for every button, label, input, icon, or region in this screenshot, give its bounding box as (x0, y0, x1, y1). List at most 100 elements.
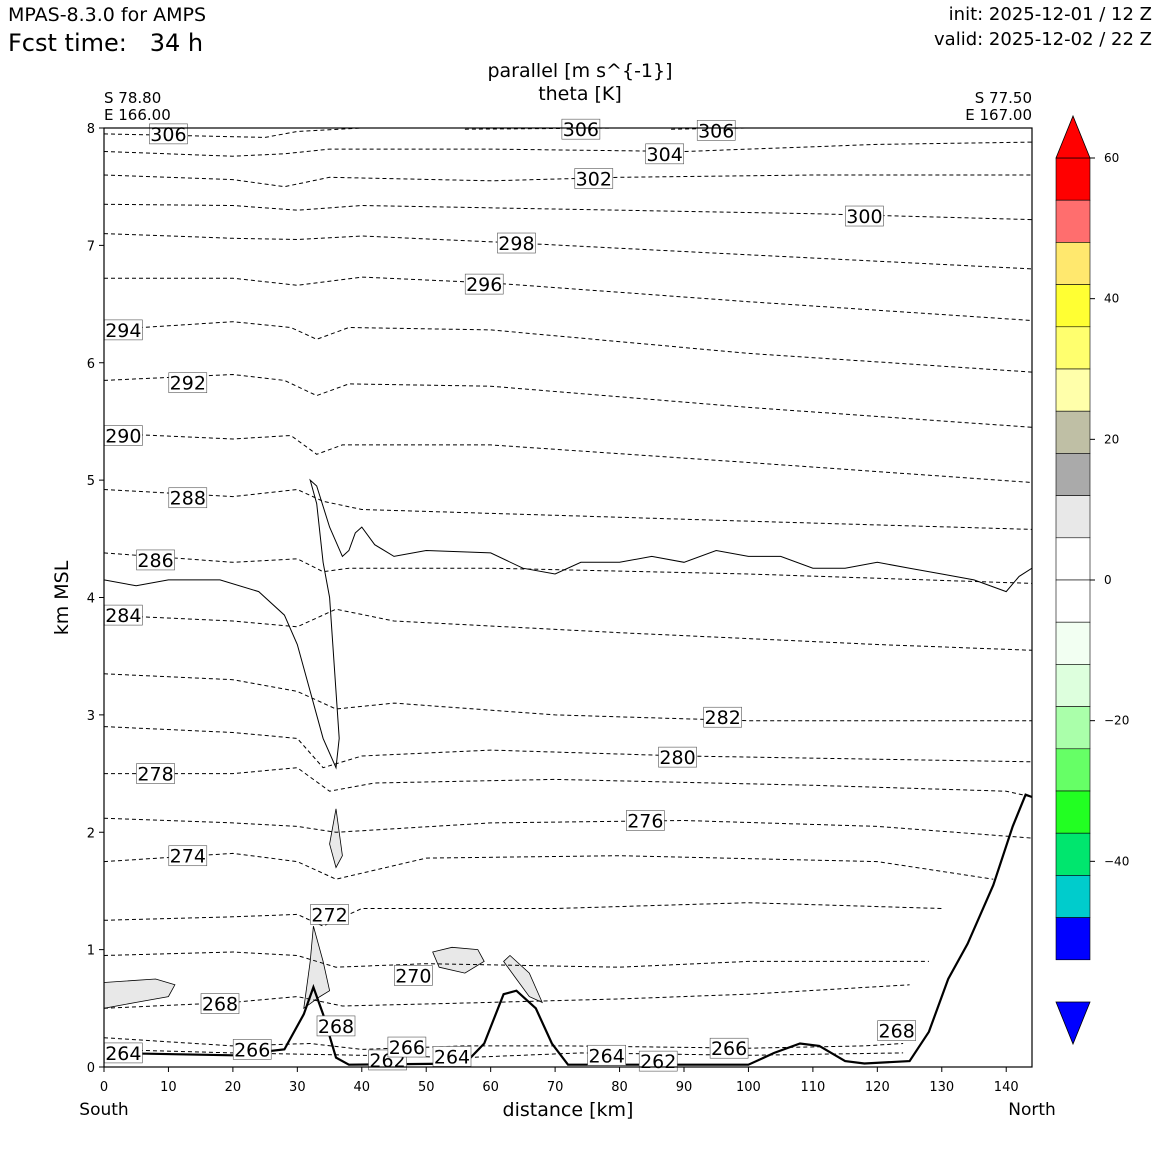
theta-label-box (561, 118, 601, 140)
theta-label-text: 264 (589, 1045, 625, 1067)
terrain-line (104, 793, 1032, 1066)
theta-label-text: 266 (234, 1039, 270, 1061)
theta-label-text: 292 (170, 373, 206, 395)
colorbar-tick-label: −20 (1104, 714, 1129, 728)
theta-label-274: 274 (168, 845, 208, 868)
parallel-shaded-region (329, 808, 343, 869)
theta-contour-274 (104, 852, 994, 880)
theta-label-text: 306 (150, 124, 186, 146)
theta-contour-290 (104, 432, 1032, 483)
theta-label-306: 306 (561, 118, 601, 141)
theta-label-text: 294 (105, 320, 141, 342)
y-tick-label: 1 (87, 944, 95, 959)
left-end-lat: S 78.80 (104, 89, 162, 107)
theta-label-266: 266 (387, 1036, 427, 1059)
theta-label-306: 306 (149, 123, 188, 146)
theta-label-box (232, 1039, 272, 1060)
theta-label-text: 306 (698, 120, 734, 142)
terrain (104, 793, 1032, 1066)
theta-contour-280 (104, 726, 1032, 769)
theta-label-282: 282 (703, 706, 742, 729)
colorbar-band (1055, 242, 1091, 285)
colorbar-band (1055, 157, 1091, 201)
colorbar-band (1055, 621, 1091, 665)
theta-label-box (703, 706, 742, 728)
right-end-lat: S 77.50 (974, 89, 1032, 107)
theta-label-288: 288 (168, 487, 208, 510)
colorbar-band (1055, 495, 1091, 539)
colorbar-tick-label: −40 (1104, 854, 1129, 868)
theta-contour-282 (104, 673, 1032, 722)
right-end-lon: E 167.00 (965, 106, 1032, 124)
x-tick-label: 20 (225, 1080, 242, 1095)
theta-label-268: 268 (877, 1020, 916, 1043)
fcst-value: 34 h (149, 29, 204, 57)
theta-label-text: 268 (202, 994, 238, 1016)
theta-label-text: 270 (395, 965, 431, 987)
theta-label-266: 266 (232, 1039, 272, 1061)
x-axis-label: distance [km] (502, 1099, 634, 1121)
colorbar-band (1055, 368, 1091, 412)
theta-label-text: 302 (576, 168, 612, 190)
theta-label-text: 280 (659, 747, 695, 769)
south-label: South (79, 1100, 129, 1120)
colorbar-band (1055, 410, 1091, 454)
theta-label-box (316, 1015, 356, 1037)
colorbar-band (1055, 748, 1091, 792)
theta-contour-298 (104, 233, 1032, 270)
theta-label-268: 268 (200, 993, 240, 1016)
theta-label-box (658, 746, 697, 768)
valid-time: valid: 2025-12-02 / 22 Z (934, 29, 1152, 50)
y-tick-label: 3 (87, 709, 95, 724)
colorbar-band (1055, 917, 1091, 961)
theta-label-box (310, 904, 349, 925)
theta-label-box (136, 763, 175, 784)
colorbar-band (1055, 790, 1091, 834)
colorbar-band (1055, 875, 1091, 918)
theta-label-box (394, 965, 433, 986)
colorbar-tick-label: 60 (1104, 151, 1119, 165)
theta-contours (104, 128, 1032, 1059)
theta-label-text: 282 (705, 707, 741, 729)
parallel-zero-contour (104, 478, 1032, 770)
theta-label-box (845, 205, 884, 227)
x-tick-label: 110 (800, 1080, 825, 1095)
theta-label-box (645, 143, 684, 165)
theta-label-box (168, 487, 208, 509)
contour-labels: 306 306 306 304 302 300 298 296 294 292 290 288 286 2… (104, 118, 916, 1073)
theta-label-text: 304 (647, 144, 683, 166)
plot-frame (103, 127, 1033, 1068)
theta-label-box (200, 993, 240, 1014)
theta-label-box (877, 1020, 916, 1041)
colorbar-tick-label: 0 (1104, 573, 1112, 587)
theta-label-box (497, 232, 536, 254)
x-tick-label: 70 (547, 1080, 564, 1095)
x-tick-label: 60 (482, 1080, 499, 1095)
theta-label-264: 264 (104, 1042, 143, 1065)
theta-label-text: 272 (311, 904, 347, 926)
model-title: MPAS-8.3.0 for AMPS (8, 4, 207, 26)
theta-label-298: 298 (497, 232, 536, 255)
parallel-shaded-region (432, 946, 485, 974)
theta-label-text: 274 (170, 846, 206, 868)
parallel-wind-contours (104, 478, 1032, 770)
y-tick-label: 5 (87, 474, 95, 489)
theta-label-270: 270 (394, 965, 433, 987)
y-tick-label: 2 (87, 826, 95, 841)
theta-contour-304 (104, 141, 1032, 157)
y-tick-label: 7 (87, 239, 95, 254)
theta-label-302: 302 (574, 168, 614, 190)
axes: 0 10 20 30 40 50 60 70 80 90 100 110 120 130 140 0 1 2 3 4 5… (87, 122, 1033, 1095)
theta-contour-278 (104, 767, 1032, 798)
theta-contour-294 (104, 321, 1032, 373)
theta-label-text: 296 (466, 274, 502, 296)
theta-contour-268 (104, 984, 910, 1009)
theta-label-text: 298 (498, 233, 534, 255)
theta-label-264: 264 (432, 1046, 472, 1068)
theta-contour-302 (104, 174, 1032, 188)
colorbar-band (1055, 832, 1091, 876)
theta-label-box (168, 372, 208, 394)
theta-contour-284 (104, 608, 1032, 651)
theta-label-text: 268 (879, 1021, 915, 1043)
